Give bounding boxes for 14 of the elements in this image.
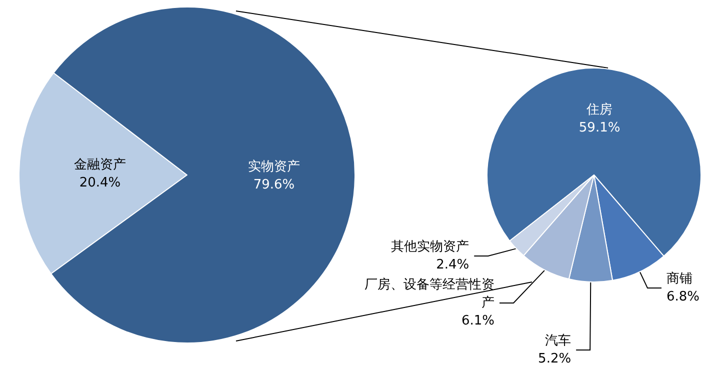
data-label: 79.6%: [253, 178, 295, 193]
slice-label: 厂房、设备等经营性资产: [364, 276, 495, 310]
data-label: 5.2%: [538, 352, 572, 366]
slice-label: 汽车: [545, 334, 572, 348]
slice-label: 住房: [586, 101, 613, 118]
slice-label: 其他实物资产: [391, 240, 470, 254]
data-label: 20.4%: [79, 175, 121, 190]
slice-label: 商铺: [666, 271, 692, 286]
data-label: 2.4%: [436, 258, 470, 272]
slice-label: 实物资产: [248, 160, 300, 175]
slice-label: 金融资产: [74, 157, 126, 172]
data-label: 59.1%: [578, 120, 620, 136]
data-label: 6.8%: [666, 289, 700, 304]
data-label: 6.1%: [461, 314, 495, 328]
